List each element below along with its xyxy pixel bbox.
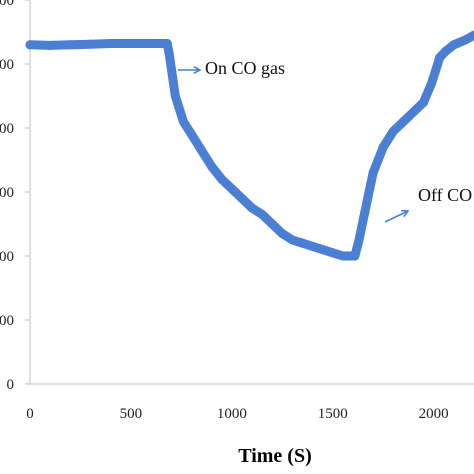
data-point [338, 251, 348, 261]
annotations-group: On CO gas Off CO [178, 58, 472, 223]
data-point [368, 168, 378, 178]
data-point [186, 129, 196, 139]
y-tick-label: 000 [0, 121, 14, 137]
data-point [126, 39, 136, 49]
data-point [318, 245, 328, 255]
data-point [86, 39, 96, 49]
x-tick-label: 1500 [318, 406, 348, 422]
data-point [277, 229, 287, 239]
data-point [354, 235, 364, 245]
data-point [146, 39, 156, 49]
data-point [441, 46, 451, 56]
data-point [267, 219, 277, 229]
x-axis-ticks: 0 500 1000 1500 2000 [26, 406, 448, 422]
y-tick-label: 000 [0, 313, 14, 329]
data-point [431, 65, 441, 75]
data-point [350, 251, 360, 261]
x-tick-label: 2000 [419, 406, 449, 422]
data-point [461, 35, 471, 45]
data-point [378, 142, 388, 152]
y-tick-label: 000 [0, 185, 14, 201]
data-point [408, 107, 418, 117]
data-point [207, 161, 217, 171]
data-point [217, 174, 227, 184]
data-point [162, 39, 172, 49]
data-point [388, 126, 398, 136]
x-tick-label: 500 [120, 406, 143, 422]
data-point [469, 30, 474, 40]
data-point [178, 117, 188, 127]
x-tick-label: 1000 [217, 406, 247, 422]
data-point [308, 241, 318, 251]
annotation-off-gas: Off CO [418, 185, 472, 205]
data-point [197, 145, 207, 155]
data-point [45, 40, 55, 50]
data-point [449, 40, 459, 50]
x-axis-label: Time (S) [238, 445, 312, 467]
x-tick-label: 0 [26, 406, 34, 422]
y-tick-label: 000 [0, 0, 14, 9]
data-point [247, 203, 257, 213]
y-tick-label: 0 [7, 377, 15, 393]
data-point [427, 78, 437, 88]
data-point [25, 40, 35, 50]
off-gas-arrow [384, 209, 410, 223]
data-point [227, 184, 237, 194]
data-point [164, 49, 174, 59]
on-gas-arrow [178, 65, 202, 75]
data-point [257, 209, 267, 219]
data-point [106, 39, 116, 49]
y-tick-label: 000 [0, 249, 14, 265]
data-point [287, 235, 297, 245]
data-point [419, 97, 429, 107]
data-point [435, 53, 445, 63]
annotation-on-gas: On CO gas [205, 58, 285, 78]
data-point [297, 238, 307, 248]
data-point [398, 117, 408, 127]
data-point [328, 248, 338, 258]
data-point [360, 206, 370, 216]
data-point [237, 193, 247, 203]
y-axis-ticks: 0000000000000000000 [0, 0, 30, 393]
y-tick-label: 000 [0, 57, 14, 73]
data-point [65, 40, 75, 50]
series-group [25, 30, 474, 261]
data-point [170, 91, 180, 101]
